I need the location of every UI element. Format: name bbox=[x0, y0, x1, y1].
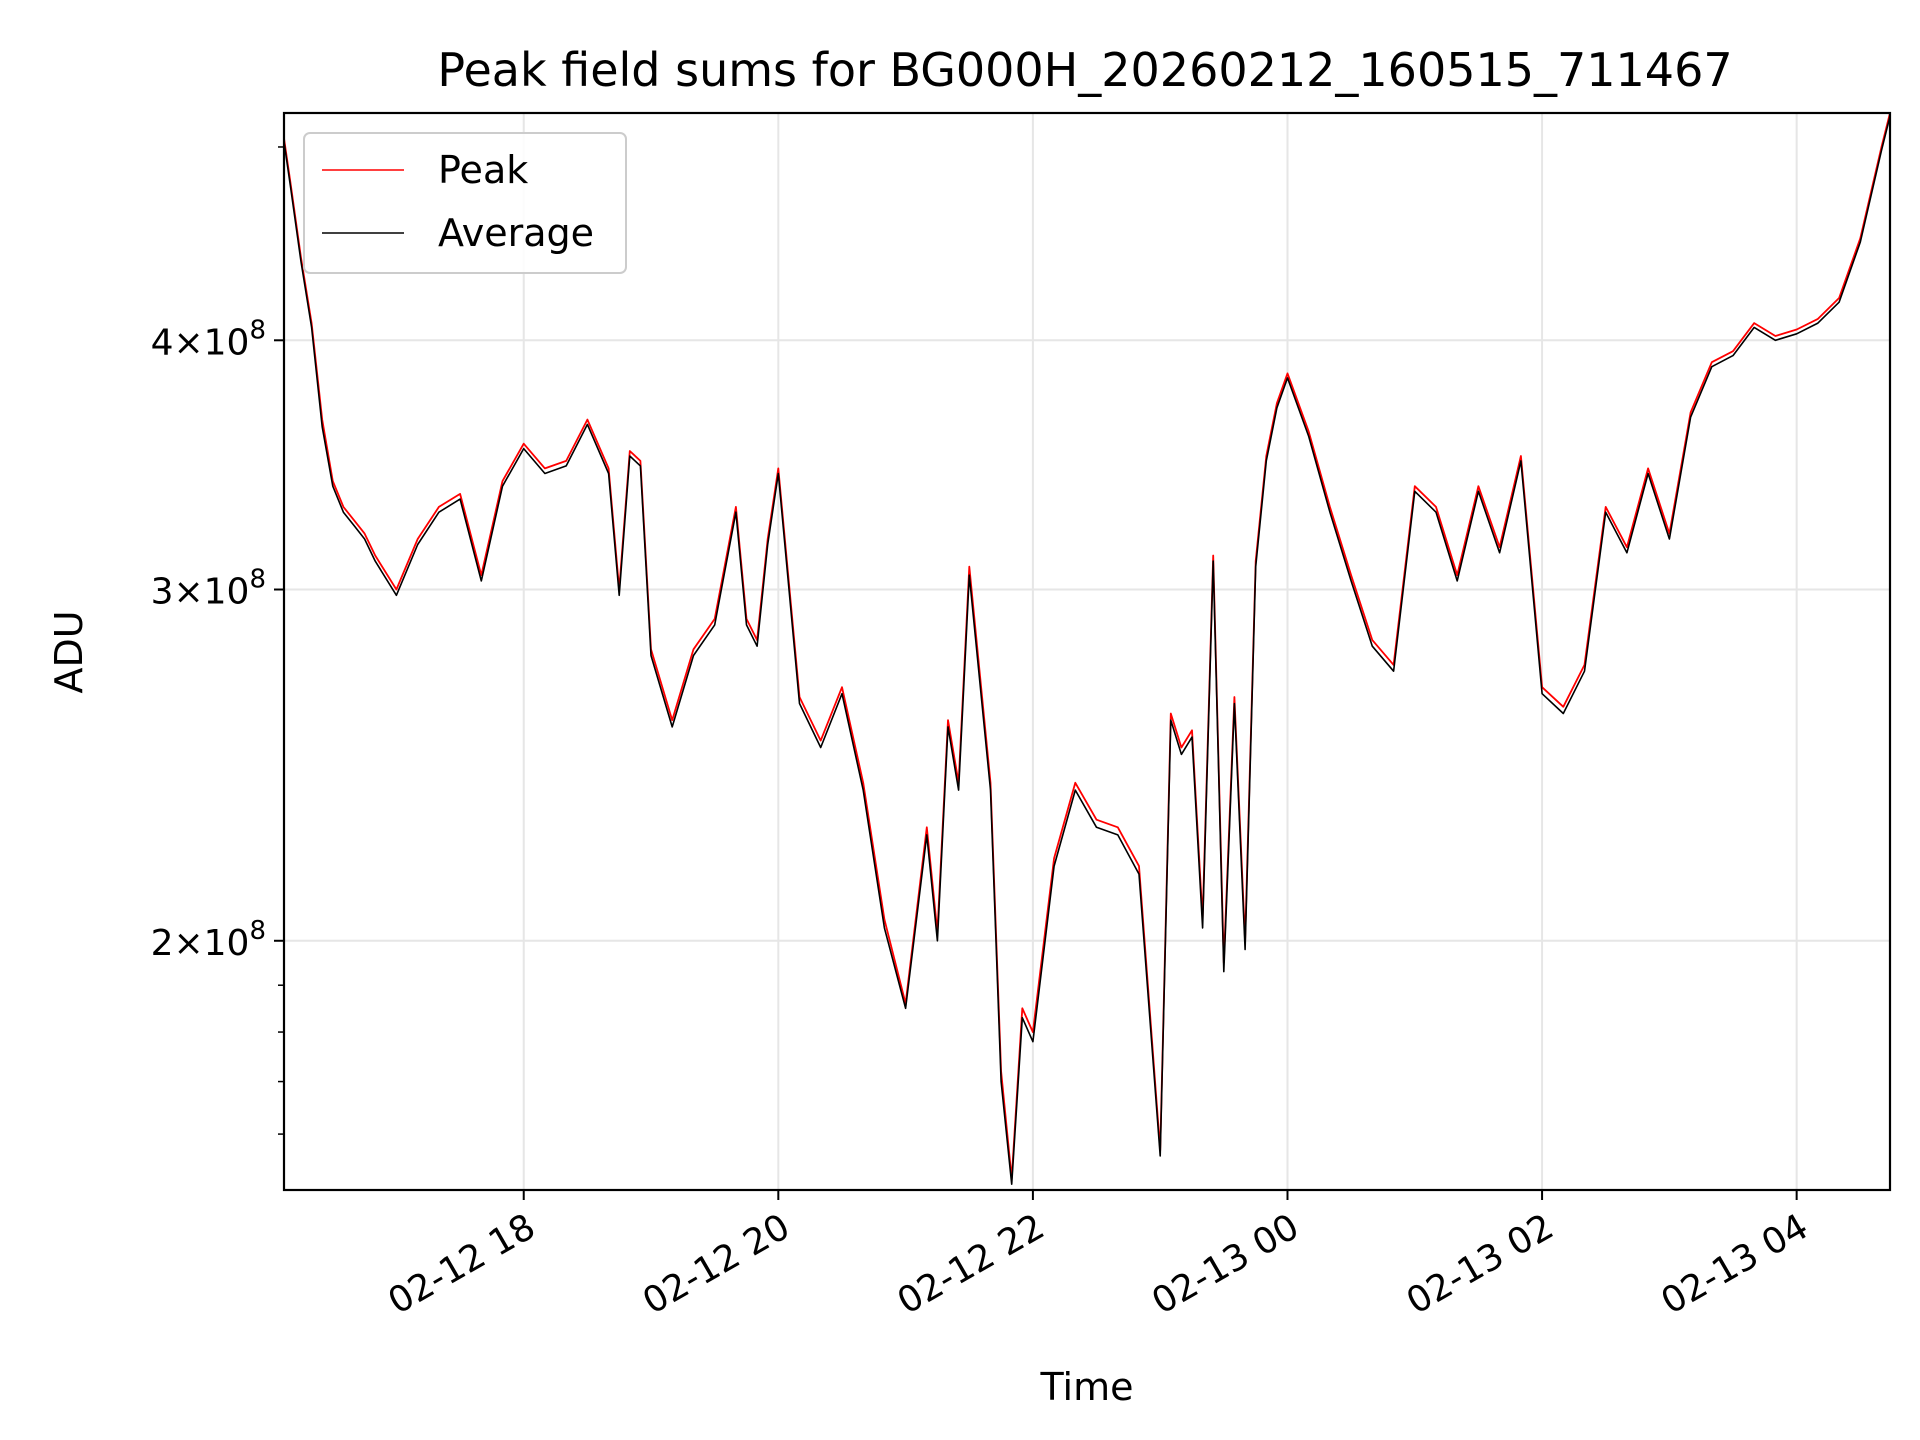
y-tick-label: 4×108 bbox=[151, 315, 266, 363]
chart-title: Peak field sums for BG000H_20260212_1605… bbox=[437, 43, 1732, 97]
plot-frame bbox=[282, 111, 1892, 1192]
series-line-average bbox=[283, 116, 1891, 1185]
y-axis: 2×108 3×108 4×108 bbox=[151, 146, 284, 1135]
grid bbox=[284, 113, 1890, 1190]
series-line-peak bbox=[283, 112, 1891, 1180]
x-axis-title: Time bbox=[1040, 1365, 1134, 1409]
y-tick-label: 2×108 bbox=[151, 916, 266, 964]
legend: Peak Average bbox=[303, 132, 627, 274]
y-axis-title: ADU bbox=[47, 610, 91, 693]
legend-label-average: Average bbox=[438, 211, 594, 255]
series-layer bbox=[283, 112, 1891, 1185]
y-tick-label: 3×108 bbox=[151, 565, 266, 613]
legend-box bbox=[303, 132, 627, 274]
legend-label-peak: Peak bbox=[438, 148, 528, 192]
